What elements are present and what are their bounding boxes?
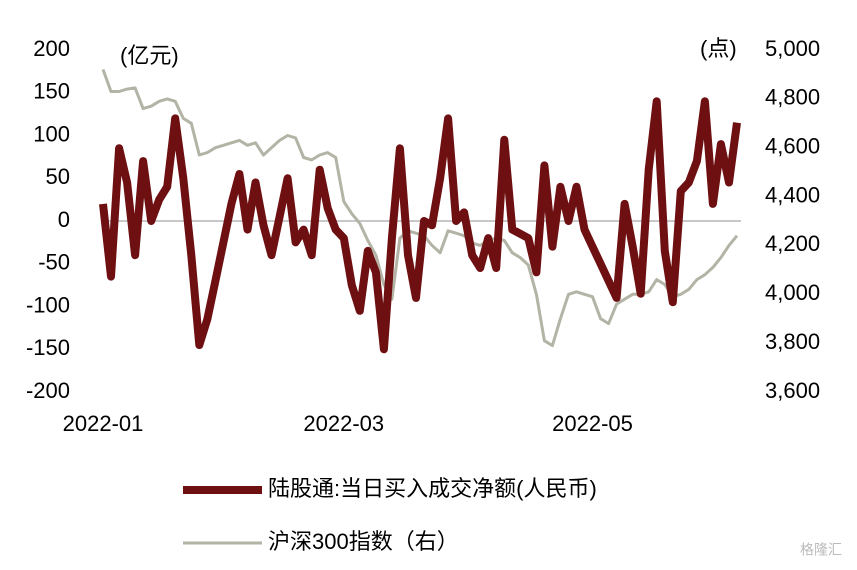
y-tick-label: -150 — [26, 335, 70, 360]
y-tick-label: 0 — [58, 207, 70, 232]
x-tick-label: 2022-03 — [303, 411, 384, 436]
y2-tick-label: 5,000 — [765, 36, 820, 61]
legend-label: 沪深300指数（右） — [268, 529, 459, 554]
y2-tick-label: 4,800 — [765, 85, 820, 110]
y-tick-label: 50 — [46, 164, 70, 189]
y2-tick-label: 4,600 — [765, 134, 820, 159]
watermark: 格隆汇 — [800, 542, 842, 558]
y-tick-label: -100 — [26, 292, 70, 317]
y2-tick-label: 3,600 — [765, 378, 820, 403]
y-unit-label: (亿元) — [120, 43, 179, 68]
legend-label: 陆股通:当日买入成交净额(人民币) — [268, 476, 597, 501]
series-line — [99, 97, 741, 354]
x-tick-label: 2022-01 — [63, 411, 144, 436]
y2-unit-label: (点) — [700, 36, 737, 61]
y2-tick-label: 4,400 — [765, 182, 820, 207]
x-tick-label: 2022-05 — [552, 411, 633, 436]
y-tick-label: -50 — [38, 250, 70, 275]
y-tick-label: 150 — [33, 79, 70, 104]
y2-tick-label: 3,800 — [765, 329, 820, 354]
y2-tick-label: 4,000 — [765, 280, 820, 305]
y-tick-label: 200 — [33, 36, 70, 61]
y2-tick-label: 4,200 — [765, 231, 820, 256]
y-tick-label: 100 — [33, 121, 70, 146]
y-tick-label: -200 — [26, 378, 70, 403]
